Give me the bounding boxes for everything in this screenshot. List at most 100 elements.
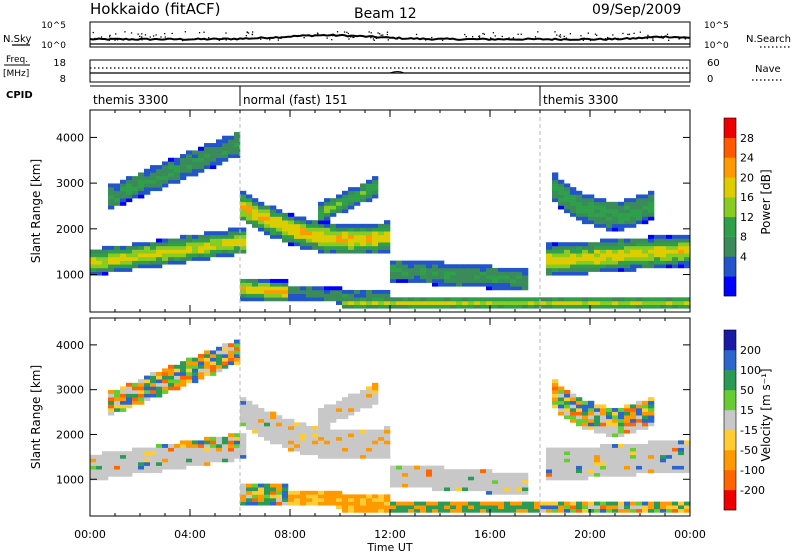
velocity-cell (666, 444, 673, 448)
power-cell (468, 264, 475, 269)
power-cell (228, 253, 235, 258)
power-cell (576, 249, 583, 254)
velocity-cell (342, 440, 349, 445)
power-cell (600, 205, 607, 210)
power-cell (246, 194, 253, 199)
power-cell (414, 275, 421, 280)
power-cell (132, 253, 139, 258)
power-cell (648, 212, 655, 217)
velocity-cell (354, 447, 361, 452)
velocity-cell (642, 454, 649, 459)
velocity-cell (270, 426, 277, 430)
velocity-cell (342, 454, 349, 459)
velocity-cell (360, 444, 367, 448)
power-cell (276, 231, 283, 236)
velocity-cell (198, 440, 205, 445)
velocity-cell (552, 508, 559, 513)
velocity-cell (618, 415, 625, 420)
power-cell (636, 216, 643, 221)
velocity-cell (396, 469, 403, 474)
velocity-cell (222, 364, 229, 369)
power-cell (96, 260, 103, 265)
power-cell (546, 304, 553, 309)
velocity-cell (348, 505, 355, 510)
power-cell (558, 271, 565, 276)
velocity-cell (144, 390, 151, 394)
velocity-cell (552, 393, 559, 398)
power-cell (384, 249, 391, 254)
velocity-cell (678, 508, 685, 513)
power-cell (354, 201, 361, 206)
range-tick-label: 1000 (56, 269, 84, 282)
velocity-cell (594, 501, 601, 506)
power-cell (684, 253, 691, 258)
velocity-cell (318, 429, 325, 434)
colorbar-swatch (724, 370, 736, 391)
power-cell (126, 253, 133, 258)
power-cell (540, 300, 547, 305)
power-cell (300, 231, 307, 236)
velocity-cell (642, 418, 649, 423)
power-cell (174, 168, 181, 173)
power-cell (324, 231, 331, 236)
velocity-cell (606, 429, 613, 434)
power-cell (258, 201, 265, 206)
velocity-cell (102, 465, 109, 470)
power-cell (102, 271, 109, 276)
velocity-cell (402, 501, 409, 506)
power-cell (138, 187, 145, 192)
power-cell (180, 161, 187, 166)
power-cell (444, 297, 451, 302)
power-cell (204, 154, 211, 159)
power-cell (612, 249, 619, 254)
power-cell (300, 245, 307, 250)
velocity-cell (210, 454, 217, 459)
velocity-cell (582, 447, 589, 452)
velocity-cell (276, 433, 283, 438)
power-cell (114, 260, 121, 265)
velocity-cell (600, 451, 607, 456)
velocity-cell (318, 490, 325, 495)
velocity-cell (192, 440, 199, 445)
velocity-cell (552, 505, 559, 510)
power-cell (264, 297, 271, 302)
power-cell (348, 249, 355, 254)
colorbar-tick-label: 8 (740, 231, 747, 244)
velocity-cell (654, 458, 661, 463)
power-cell (552, 179, 559, 184)
velocity-cell (426, 483, 433, 488)
velocity-cell (108, 393, 115, 398)
power-cell (186, 161, 193, 166)
velocity-cell (672, 462, 679, 466)
velocity-cell (684, 444, 691, 448)
velocity-cell (360, 494, 367, 499)
power-cell (270, 216, 277, 221)
velocity-cell (654, 440, 661, 445)
velocity-cell (378, 436, 385, 441)
power-cell (528, 300, 535, 305)
velocity-cell (342, 433, 349, 438)
power-cell (150, 183, 157, 188)
power-cell (222, 150, 229, 155)
velocity-cell (360, 498, 367, 502)
power-cell (600, 249, 607, 254)
velocity-cell (642, 505, 649, 510)
nsearch-dot (508, 37, 510, 39)
power-cell (144, 260, 151, 265)
velocity-cell (366, 429, 373, 434)
velocity-cell (192, 454, 199, 459)
power-cell (162, 253, 169, 258)
velocity-cell (240, 408, 247, 412)
velocity-cell (588, 418, 595, 423)
velocity-cell (144, 379, 151, 384)
power-cell (576, 300, 583, 305)
power-cell (564, 242, 571, 247)
velocity-cell (390, 483, 397, 488)
velocity-cell (228, 454, 235, 459)
velocity-cell (558, 451, 565, 456)
power-cell (552, 304, 559, 309)
power-cell (486, 267, 493, 272)
power-cell (198, 161, 205, 166)
power-cell (510, 300, 517, 305)
power-cell (126, 198, 133, 203)
